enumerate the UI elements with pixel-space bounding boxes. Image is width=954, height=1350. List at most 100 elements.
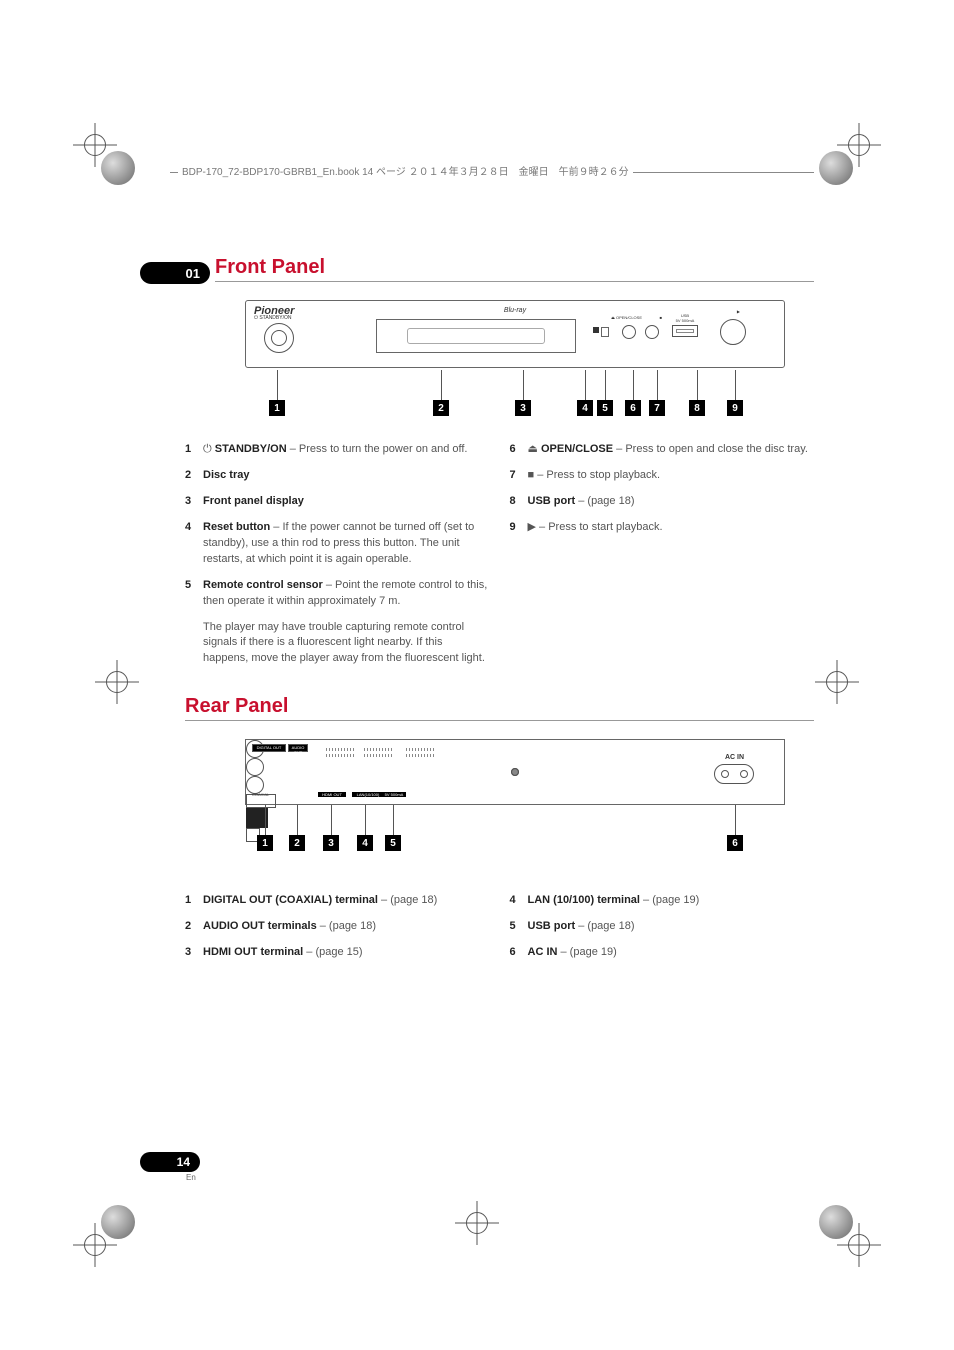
item-body: USB port – (page 18) <box>528 494 635 510</box>
standby-button-graphic <box>264 323 294 353</box>
callout-lead <box>297 805 298 835</box>
front-panel-title: Front Panel <box>215 256 814 282</box>
callout-badge: 1 <box>257 835 273 851</box>
stop-button-graphic <box>645 325 659 339</box>
item-body: AUDIO OUT terminals – (page 18) <box>203 919 376 935</box>
item-number: 3 <box>185 494 203 510</box>
usb-rear-label: 5V 500mA <box>382 792 406 797</box>
vent-graphic <box>326 748 356 751</box>
item-body: Disc tray <box>203 468 249 484</box>
callout-lead <box>365 805 366 835</box>
callout-badge: 9 <box>727 400 743 416</box>
item-number: 2 <box>185 468 203 484</box>
description-item: 7■ – Press to stop playback. <box>510 468 815 484</box>
digital-out-label: DIGITAL OUT <box>252 744 286 752</box>
vent-graphic <box>364 754 394 757</box>
chapter-badge: 01 <box>140 262 210 284</box>
callout-badge: 5 <box>385 835 401 851</box>
callout-lead <box>331 805 332 835</box>
callout-badge: 3 <box>515 400 531 416</box>
hdmi-label: HDMI OUT <box>318 792 346 797</box>
item-body: Remote control sensor – Point the remote… <box>203 578 490 610</box>
item-body: DIGITAL OUT (COAXIAL) terminal – (page 1… <box>203 893 437 909</box>
vent-graphic <box>406 754 436 757</box>
item-number: 5 <box>185 578 203 610</box>
vent-graphic <box>364 748 394 751</box>
description-item: 5Remote control sensor – Point the remot… <box>185 578 490 610</box>
rear-panel-columns: 1DIGITAL OUT (COAXIAL) terminal – (page … <box>185 893 814 971</box>
description-item: 8USB port – (page 18) <box>510 494 815 510</box>
item-number: 5 <box>510 919 528 935</box>
description-item: 5USB port – (page 18) <box>510 919 815 935</box>
callout-lead <box>657 370 658 400</box>
item-body: ▶ – Press to start playback. <box>528 520 663 536</box>
callout-badge: 4 <box>577 400 593 416</box>
display-graphic <box>593 327 599 333</box>
callout-lead <box>265 805 266 835</box>
reg-mark-right <box>815 660 859 704</box>
callout-badge: 7 <box>649 400 665 416</box>
page-number-badge: 14 <box>140 1152 200 1172</box>
item-number: 9 <box>510 520 528 536</box>
disc-tray-graphic <box>376 319 576 353</box>
callout-lead <box>585 370 586 400</box>
item-number: 2 <box>185 919 203 935</box>
description-item: 3HDMI OUT terminal – (page 15) <box>185 945 490 961</box>
audio-r-port-graphic <box>246 758 264 776</box>
description-item: 1⏻ STANDBY/ON – Press to turn the power … <box>185 442 490 458</box>
front-panel-columns: 1⏻ STANDBY/ON – Press to turn the power … <box>185 442 814 677</box>
callout-badge: 2 <box>289 835 305 851</box>
callout-badge: 2 <box>433 400 449 416</box>
callout-badge: 1 <box>269 400 285 416</box>
front-panel-diagram: Pioneer ⏻ STANDBY/ON Blu-ray ⏏ OPEN/CLOS… <box>245 300 785 428</box>
callout-lead <box>735 805 736 835</box>
open-close-button-graphic <box>622 325 636 339</box>
item-number: 1 <box>185 442 203 458</box>
callout-lead <box>605 370 606 400</box>
coaxial-text: COAXIAL <box>252 792 269 797</box>
usb-label: USB5V 500mA <box>672 313 698 323</box>
item-body: ■ – Press to stop playback. <box>528 468 661 484</box>
item-number: 8 <box>510 494 528 510</box>
front-panel-note: The player may have trouble capturing re… <box>203 620 490 668</box>
item-body: LAN (10/100) terminal – (page 19) <box>528 893 700 909</box>
item-body: ⏏ OPEN/CLOSE – Press to open and close t… <box>528 442 808 458</box>
standby-label: ⏻ STANDBY/ON <box>254 315 291 321</box>
callout-lead <box>277 370 278 400</box>
callout-badge: 6 <box>625 400 641 416</box>
description-item: 2Disc tray <box>185 468 490 484</box>
callout-lead <box>735 370 736 400</box>
page-lang: En <box>186 1173 196 1182</box>
usb-port-graphic <box>672 325 698 337</box>
description-item: 4Reset button – If the power cannot be t… <box>185 520 490 568</box>
item-number: 4 <box>510 893 528 909</box>
callout-badge: 5 <box>597 400 613 416</box>
item-number: 6 <box>510 945 528 961</box>
item-number: 6 <box>510 442 528 458</box>
item-body: USB port – (page 18) <box>528 919 635 935</box>
callout-badge: 8 <box>689 400 705 416</box>
lan-label: LAN(10/100) <box>352 792 384 797</box>
item-number: 1 <box>185 893 203 909</box>
item-number: 3 <box>185 945 203 961</box>
item-body: ⏻ STANDBY/ON – Press to turn the power o… <box>203 442 467 458</box>
vent-graphic <box>326 754 356 757</box>
callout-lead <box>633 370 634 400</box>
audio-out-label: AUDIO OUT <box>288 744 308 752</box>
acin-label: AC IN <box>725 754 744 761</box>
description-item: 2AUDIO OUT terminals – (page 18) <box>185 919 490 935</box>
item-body: HDMI OUT terminal – (page 15) <box>203 945 363 961</box>
acin-port-graphic <box>714 764 754 784</box>
reg-mark-left <box>95 660 139 704</box>
description-item: 3Front panel display <box>185 494 490 510</box>
item-number: 4 <box>185 520 203 568</box>
rear-panel-title: Rear Panel <box>185 695 814 721</box>
callout-badge: 3 <box>323 835 339 851</box>
item-number: 7 <box>510 468 528 484</box>
sensor-graphic <box>601 327 609 337</box>
header-text: BDP-170_72-BDP170-GBRB1_En.book 14 ページ ２… <box>178 163 633 178</box>
callout-lead <box>441 370 442 400</box>
callout-lead <box>393 805 394 835</box>
description-item: 1DIGITAL OUT (COAXIAL) terminal – (page … <box>185 893 490 909</box>
rear-panel-diagram: DIGITAL OUT COAXIAL AUDIO OUT HDMI OUT L… <box>245 739 785 863</box>
